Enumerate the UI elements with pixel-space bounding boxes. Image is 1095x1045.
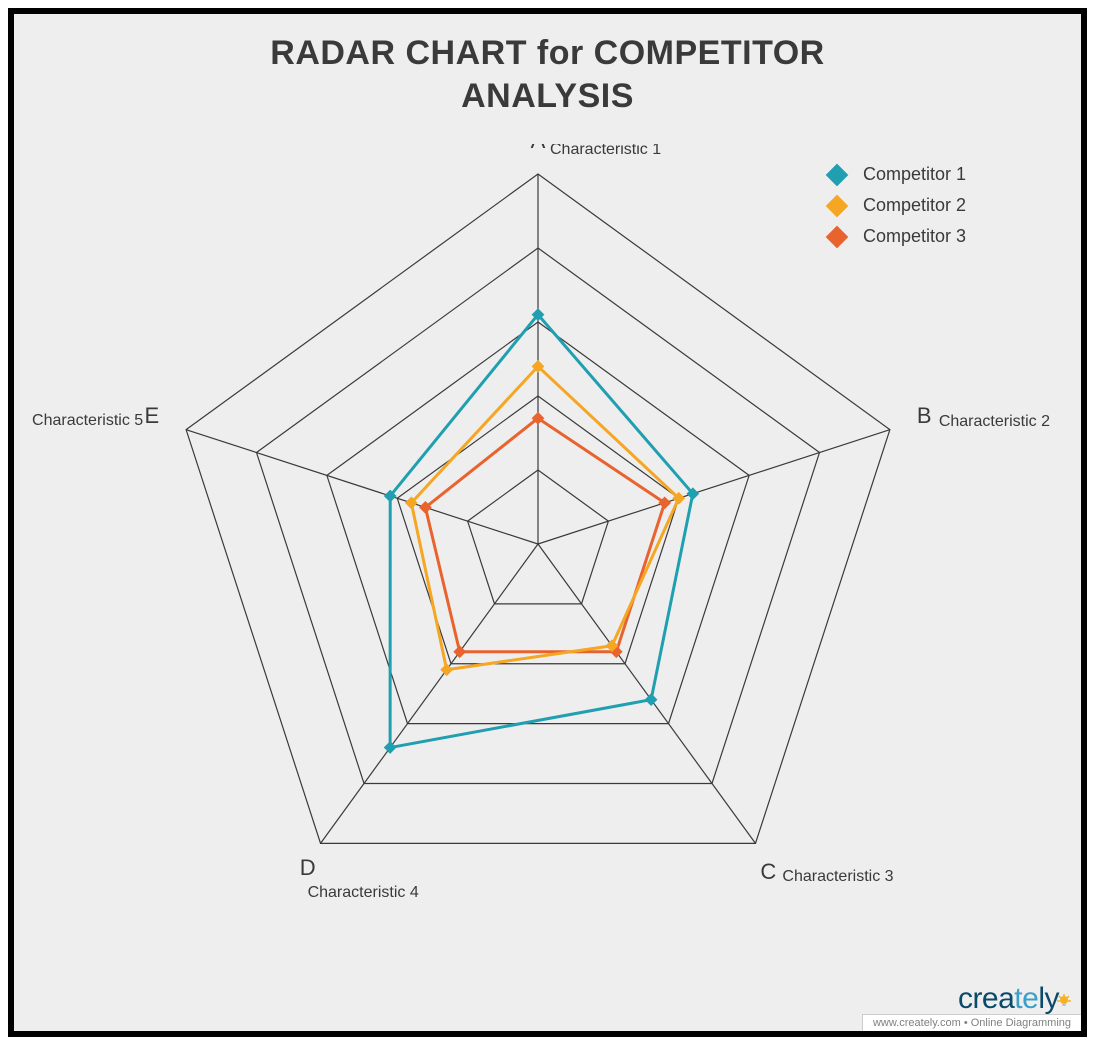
brand-segment: ly: [1038, 982, 1059, 1015]
axis-sublabel: Characteristic 3: [782, 868, 893, 885]
title-line-1: RADAR CHART for COMPETITOR: [270, 34, 824, 72]
series-marker: [644, 693, 657, 706]
series-line: [411, 366, 678, 669]
brand-logo: creately: [862, 984, 1081, 1014]
chart-title: RADAR CHART for COMPETITOR ANALYSIS: [14, 32, 1081, 117]
axis-letter: B: [916, 403, 931, 428]
grid-spoke: [186, 430, 538, 544]
axis-sublabel: Characteristic 5: [32, 412, 143, 429]
radar-chart: A Characteristic 1 B Characteristic 2 C Chara…: [14, 144, 1081, 1014]
series-marker: [440, 663, 453, 676]
series-marker: [453, 645, 466, 658]
axis-letter: E: [144, 403, 159, 428]
radar-svg: A Characteristic 1 B Characteristic 2 C Chara…: [18, 144, 1078, 1014]
axis-letter: A: [530, 144, 545, 153]
chart-frame: RADAR CHART for COMPETITOR ANALYSIS Comp…: [8, 8, 1087, 1037]
grid-spoke: [538, 544, 755, 843]
axis-sublabel: Characteristic 2: [938, 413, 1049, 430]
footer: creately www.creately.com • Online Diagr…: [862, 984, 1081, 1031]
title-line-2: ANALYSIS: [461, 77, 634, 115]
grid-spoke: [538, 430, 890, 544]
axis-sublabel: Characteristic 1: [550, 144, 661, 158]
series-line: [390, 315, 693, 748]
bulb-icon: [1057, 984, 1071, 998]
page: RADAR CHART for COMPETITOR ANALYSIS Comp…: [0, 0, 1095, 1045]
axis-letter: D: [299, 855, 315, 880]
axis-letter: C: [760, 859, 776, 884]
series-marker: [383, 741, 396, 754]
axis-sublabel: Characteristic 4: [307, 884, 418, 901]
brand-segment: crea: [958, 982, 1014, 1015]
footer-subtext: www.creately.com • Online Diagramming: [862, 1014, 1081, 1031]
brand-segment: te: [1014, 982, 1038, 1015]
